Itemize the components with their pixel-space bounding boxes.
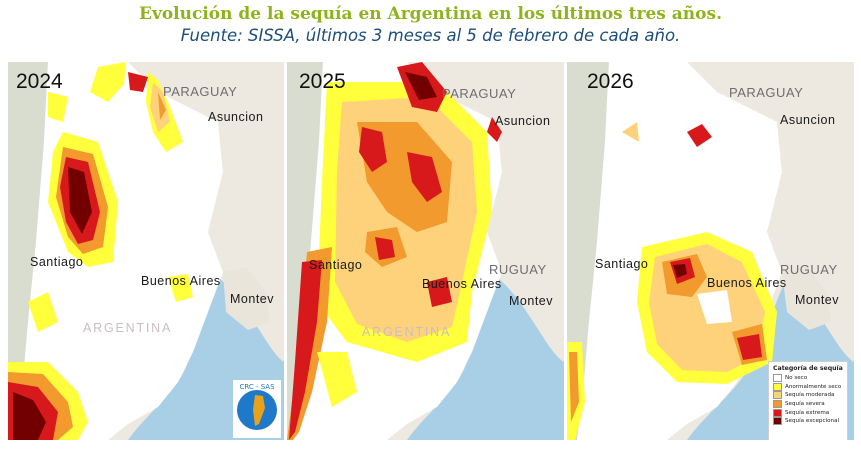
legend-label: Sequía moderada [785, 392, 835, 399]
legend-item: Sequía excepcional [769, 417, 847, 426]
montevideo-label: Montev [509, 294, 553, 308]
montevideo-label: Montev [795, 293, 839, 307]
legend-item: Sequía extrema [769, 408, 847, 417]
legend-swatch [773, 382, 782, 391]
figure-subtitle: Fuente: SISSA, últimos 3 meses al 5 de f… [180, 26, 681, 45]
argentina-label: ARGENTINA [362, 325, 452, 339]
buenos-aires-label: Buenos Aires [141, 274, 221, 288]
paraguay-label: PARAGUAY [442, 86, 517, 101]
logo-text: CRC - SAS [239, 383, 275, 391]
legend-swatch [773, 391, 782, 400]
legend-label: No seco [785, 375, 808, 382]
legend-swatch [773, 374, 782, 383]
legend-label: Sequía extrema [785, 409, 830, 416]
asuncion-label: Asuncion [208, 110, 264, 124]
paraguay-label: PARAGUAY [729, 85, 804, 100]
legend-label: Sequía severa [785, 401, 825, 408]
legend-swatch [773, 400, 782, 409]
santiago-label: Santiago [30, 255, 84, 269]
legend-item: Anormalmente seco [769, 382, 847, 392]
uruguay-label: RUGUAY [489, 262, 547, 277]
asuncion-label: Asuncion [495, 114, 551, 128]
legend-item: No seco [769, 374, 847, 383]
buenos-aires-label: Buenos Aires [422, 277, 502, 291]
crc-sas-logo: CRC - SAS [233, 380, 281, 438]
santiago-label: Santiago [309, 258, 363, 272]
legend-swatch [773, 417, 782, 426]
legend-label: Anormalmente seco [785, 383, 842, 390]
uruguay-label: RUGUAY [780, 262, 838, 277]
map-panel-2025: 2025 PARAGUAY Asuncion RUGUAY Santiago B… [287, 62, 564, 440]
map-panel-2024: 2024 PARAGUAY Asuncion Santiago Buenos A… [8, 62, 284, 440]
legend-swatch [773, 408, 782, 417]
legend-title: Categoría de sequía [773, 365, 843, 372]
figure-title: Evolución de la sequía en Argentina en l… [138, 4, 722, 24]
buenos-aires-label: Buenos Aires [707, 276, 787, 290]
paraguay-label: PARAGUAY [163, 84, 238, 99]
year-label: 2026 [587, 70, 634, 93]
montevideo-label: Montev [230, 292, 274, 306]
legend-item: Sequía moderada [769, 391, 847, 400]
asuncion-label: Asuncion [780, 113, 836, 127]
year-label: 2025 [299, 70, 346, 93]
santiago-label: Santiago [595, 257, 649, 271]
year-label: 2024 [16, 70, 63, 93]
argentina-label: ARGENTINA [83, 321, 173, 335]
legend-item: Sequía severa [769, 400, 847, 409]
drought-map-2024 [8, 62, 284, 440]
legend-label: Sequía excepcional [785, 418, 840, 425]
map-panel-2026: 2026 PARAGUAY Asuncion RUGUAY Santiago B… [567, 62, 854, 440]
drought-map-2025 [287, 62, 564, 440]
drought-legend: Categoría de sequía No seco Anormalmente… [768, 361, 848, 440]
